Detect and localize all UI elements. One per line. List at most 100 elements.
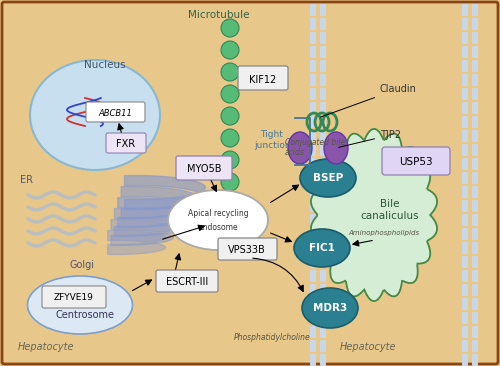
FancyBboxPatch shape [462, 18, 468, 30]
Circle shape [221, 151, 239, 169]
Ellipse shape [288, 132, 312, 164]
Text: Bile
canaliculus: Bile canaliculus [360, 199, 420, 221]
FancyBboxPatch shape [310, 256, 316, 268]
FancyBboxPatch shape [320, 32, 326, 44]
FancyBboxPatch shape [472, 74, 478, 86]
Ellipse shape [28, 276, 132, 334]
Ellipse shape [300, 159, 356, 197]
FancyBboxPatch shape [310, 312, 316, 324]
FancyBboxPatch shape [472, 270, 478, 282]
FancyBboxPatch shape [462, 32, 468, 44]
FancyBboxPatch shape [238, 66, 288, 90]
FancyBboxPatch shape [320, 312, 326, 324]
FancyBboxPatch shape [310, 340, 316, 352]
FancyBboxPatch shape [320, 256, 326, 268]
FancyBboxPatch shape [462, 60, 468, 72]
FancyBboxPatch shape [310, 242, 316, 254]
Circle shape [221, 85, 239, 103]
FancyBboxPatch shape [320, 116, 326, 128]
FancyBboxPatch shape [310, 186, 316, 198]
FancyBboxPatch shape [320, 74, 326, 86]
FancyBboxPatch shape [218, 238, 277, 260]
Text: Nucleus: Nucleus [84, 60, 126, 70]
Text: KIF12: KIF12 [250, 75, 276, 85]
FancyBboxPatch shape [320, 130, 326, 142]
Text: Microtubule: Microtubule [188, 10, 250, 20]
FancyBboxPatch shape [310, 130, 316, 142]
FancyBboxPatch shape [320, 4, 326, 16]
FancyBboxPatch shape [310, 158, 316, 170]
FancyBboxPatch shape [310, 172, 316, 184]
Ellipse shape [302, 288, 358, 328]
FancyBboxPatch shape [472, 18, 478, 30]
FancyBboxPatch shape [472, 256, 478, 268]
Text: ZFYVE19: ZFYVE19 [54, 294, 94, 303]
FancyBboxPatch shape [472, 298, 478, 310]
FancyBboxPatch shape [472, 312, 478, 324]
FancyBboxPatch shape [310, 116, 316, 128]
FancyBboxPatch shape [320, 60, 326, 72]
Circle shape [221, 173, 239, 191]
Text: VPS33B: VPS33B [228, 245, 266, 255]
FancyBboxPatch shape [320, 242, 326, 254]
Ellipse shape [168, 190, 268, 250]
FancyBboxPatch shape [472, 158, 478, 170]
Text: Tight
junction: Tight junction [254, 130, 290, 150]
FancyBboxPatch shape [472, 88, 478, 100]
FancyBboxPatch shape [320, 46, 326, 58]
FancyBboxPatch shape [310, 354, 316, 366]
FancyBboxPatch shape [310, 60, 316, 72]
FancyBboxPatch shape [42, 286, 106, 308]
Text: Phosphatidylcholine: Phosphatidylcholine [234, 333, 310, 342]
FancyBboxPatch shape [462, 200, 468, 212]
FancyBboxPatch shape [310, 298, 316, 310]
Text: Hepatocyte: Hepatocyte [340, 342, 396, 352]
FancyBboxPatch shape [320, 172, 326, 184]
Circle shape [221, 107, 239, 125]
FancyBboxPatch shape [462, 340, 468, 352]
Text: MYO5B: MYO5B [187, 164, 221, 174]
Text: ABCB11: ABCB11 [98, 109, 132, 119]
FancyBboxPatch shape [106, 133, 146, 153]
FancyBboxPatch shape [382, 147, 450, 175]
FancyBboxPatch shape [472, 144, 478, 156]
FancyBboxPatch shape [462, 284, 468, 296]
FancyBboxPatch shape [320, 88, 326, 100]
FancyBboxPatch shape [320, 284, 326, 296]
FancyBboxPatch shape [472, 130, 478, 142]
FancyBboxPatch shape [462, 158, 468, 170]
FancyBboxPatch shape [310, 88, 316, 100]
Text: Aminophospholipids: Aminophospholipids [348, 230, 419, 236]
Circle shape [221, 129, 239, 147]
FancyBboxPatch shape [462, 214, 468, 226]
Ellipse shape [324, 132, 348, 164]
FancyBboxPatch shape [320, 270, 326, 282]
Text: Claudin: Claudin [320, 84, 417, 117]
Polygon shape [311, 129, 437, 301]
FancyBboxPatch shape [472, 326, 478, 338]
FancyBboxPatch shape [310, 102, 316, 114]
Text: Conjugated bile: Conjugated bile [285, 138, 345, 147]
FancyBboxPatch shape [472, 340, 478, 352]
FancyBboxPatch shape [472, 200, 478, 212]
FancyBboxPatch shape [320, 200, 326, 212]
Text: BSEP: BSEP [313, 173, 343, 183]
FancyBboxPatch shape [462, 116, 468, 128]
FancyBboxPatch shape [462, 312, 468, 324]
FancyBboxPatch shape [310, 200, 316, 212]
FancyBboxPatch shape [310, 228, 316, 240]
FancyBboxPatch shape [472, 242, 478, 254]
Text: ER: ER [20, 175, 33, 185]
Text: FIC1: FIC1 [309, 243, 335, 253]
Text: Apical recycling: Apical recycling [188, 209, 248, 219]
FancyBboxPatch shape [310, 270, 316, 282]
FancyBboxPatch shape [462, 354, 468, 366]
FancyBboxPatch shape [462, 270, 468, 282]
FancyBboxPatch shape [462, 242, 468, 254]
FancyBboxPatch shape [310, 4, 316, 16]
Text: Golgi: Golgi [70, 260, 95, 270]
FancyBboxPatch shape [462, 326, 468, 338]
FancyBboxPatch shape [320, 158, 326, 170]
FancyBboxPatch shape [320, 18, 326, 30]
FancyBboxPatch shape [310, 18, 316, 30]
